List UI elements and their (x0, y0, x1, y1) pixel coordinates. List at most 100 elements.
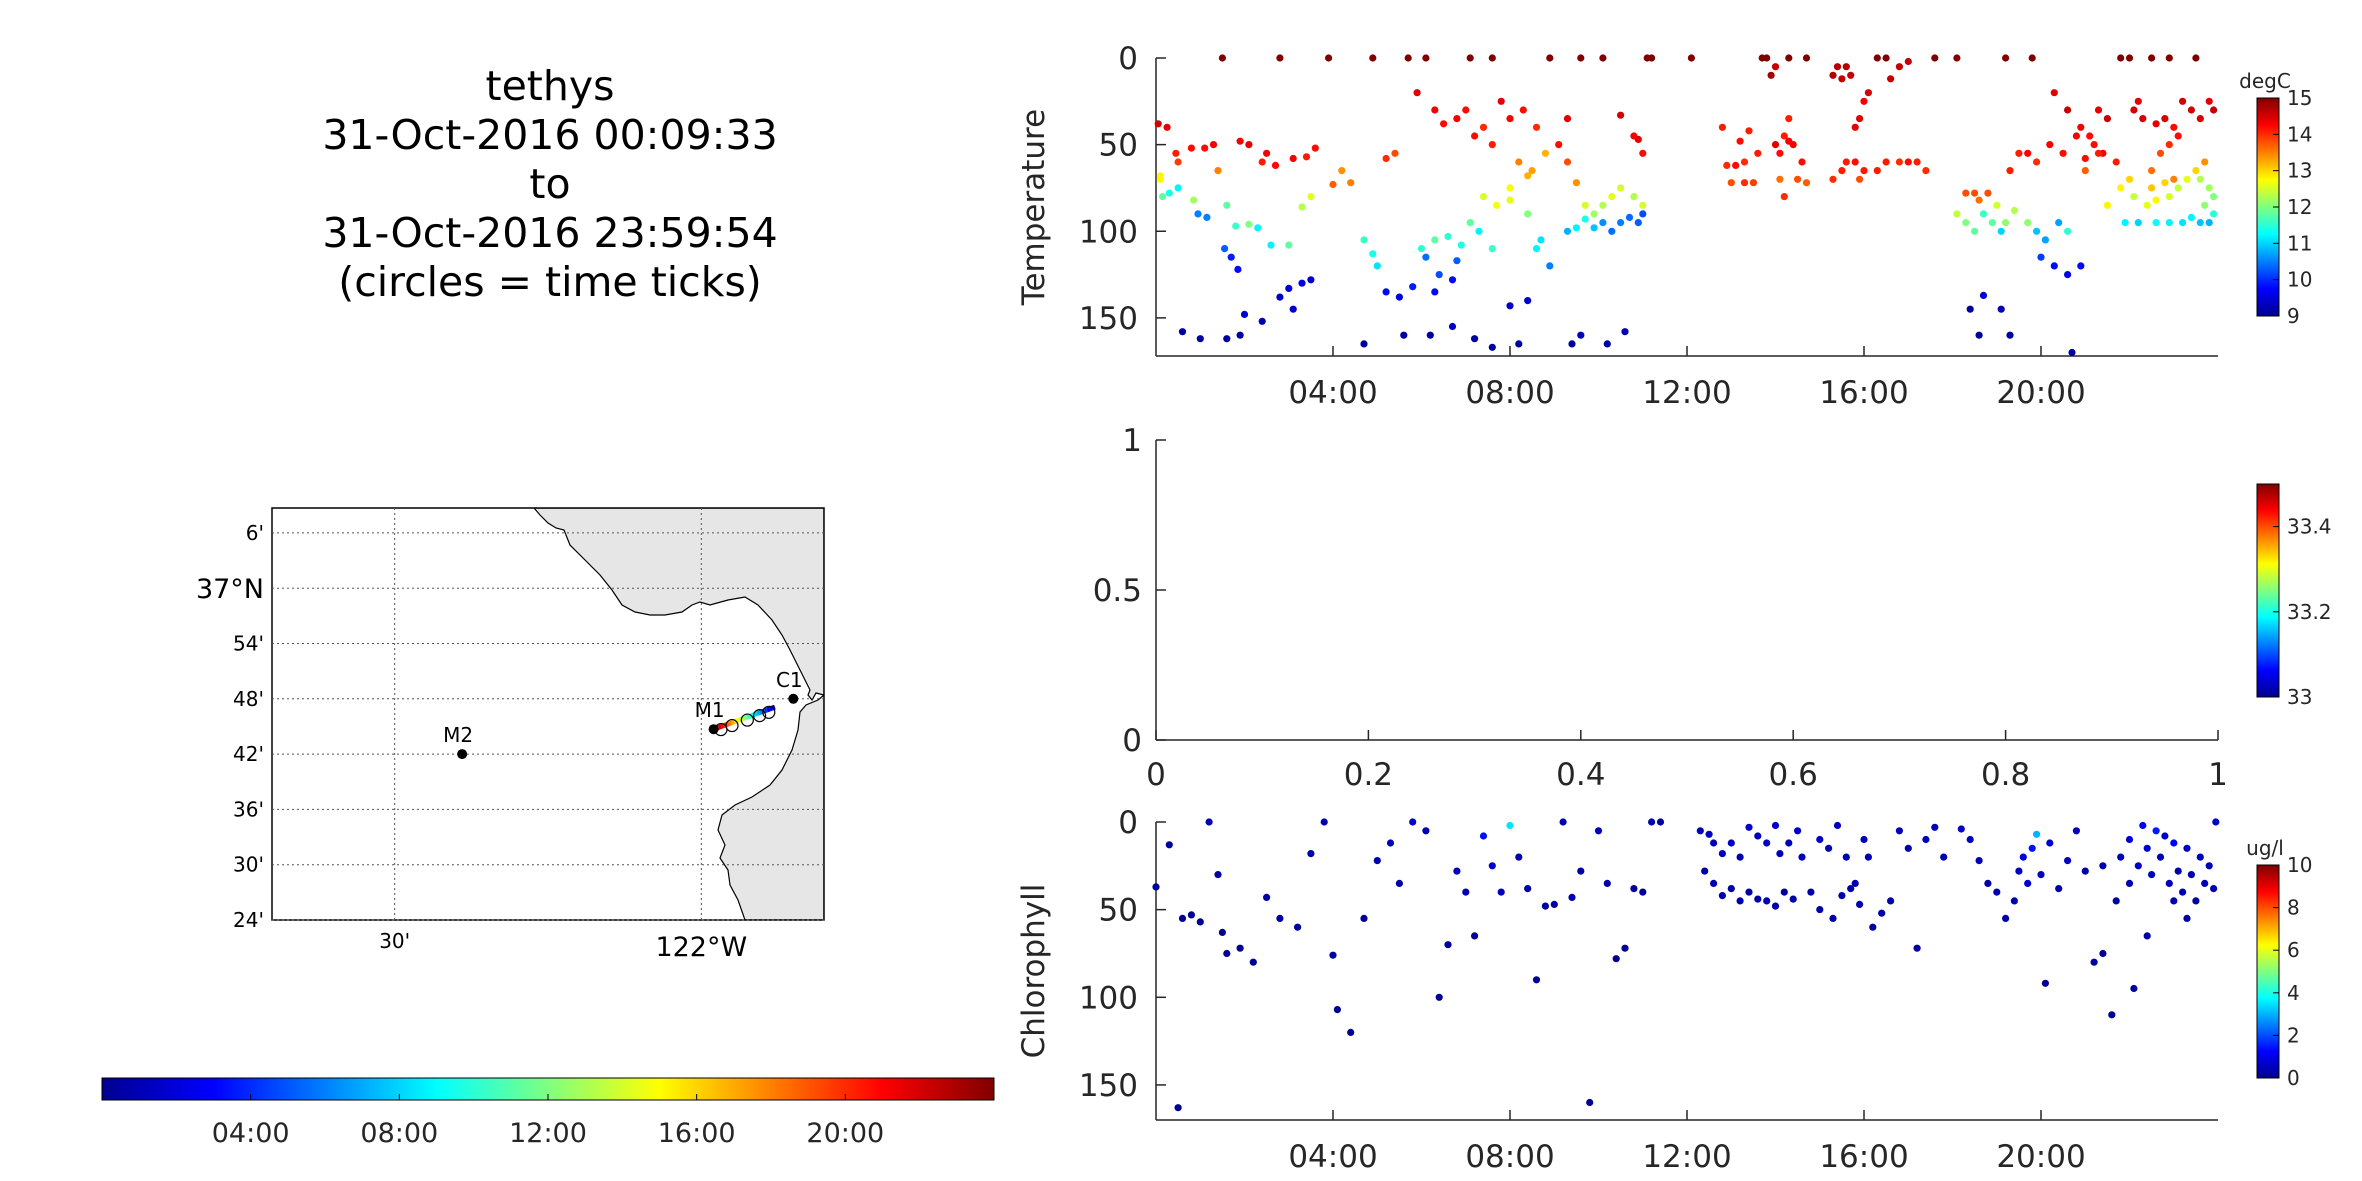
data-point (2037, 253, 2045, 261)
data-point (1745, 127, 1753, 135)
data-point (1307, 850, 1315, 858)
data-point (2179, 888, 2187, 896)
data-point (1448, 276, 1457, 284)
data-point (1165, 189, 1173, 197)
data-point (1214, 167, 1222, 175)
data-point (1856, 175, 1864, 183)
data-point (1325, 54, 1333, 62)
data-point (1577, 331, 1585, 339)
data-point (2130, 984, 2138, 993)
colorbar-tick-label: 14 (2287, 122, 2312, 146)
chlorophyll-colorbar-gradient (2256, 864, 2280, 1079)
x-tick-label: 0.8 (1981, 757, 2030, 793)
data-point (1223, 949, 1231, 958)
data-point (1209, 141, 1218, 149)
data-point (1816, 906, 1824, 914)
data-point (2139, 115, 2147, 123)
data-point (2179, 97, 2187, 105)
data-point (1550, 900, 1558, 909)
data-point (1524, 210, 1532, 218)
data-point (1701, 867, 1709, 875)
data-point (1975, 196, 1983, 204)
data-point (1271, 161, 1280, 169)
data-point (1590, 224, 1598, 232)
data-point (2041, 236, 2049, 244)
data-point (2002, 219, 2010, 227)
y-tick-label: 150 (1079, 1068, 1138, 1104)
data-point (1860, 167, 1868, 175)
data-point (1258, 317, 1266, 325)
data-point (1648, 818, 1656, 826)
data-point (1307, 276, 1315, 284)
data-point (1440, 120, 1448, 128)
data-point (2090, 958, 2098, 966)
data-point (2165, 879, 2173, 888)
data-point (1904, 844, 1912, 852)
data-point (2117, 184, 2125, 192)
data-point (1528, 167, 1536, 175)
data-point (2055, 885, 2063, 893)
data-point (2033, 830, 2041, 838)
title-line-2: 31-Oct-2016 00:09:33 (322, 111, 778, 159)
data-point (1599, 54, 1607, 62)
data-point (2064, 227, 2072, 235)
data-point (1732, 161, 1740, 169)
data-point (1165, 841, 1173, 849)
data-point (1599, 219, 1607, 227)
data-point (1369, 250, 1377, 258)
data-point (1263, 893, 1271, 902)
data-point (1776, 149, 1784, 157)
data-point (1904, 57, 1912, 66)
data-point (2161, 179, 2169, 187)
data-point (1718, 892, 1726, 900)
data-point (1794, 175, 1802, 183)
colorbar-tick-label: 33.2 (2287, 600, 2332, 624)
data-point (1957, 825, 1965, 833)
data-point (2205, 219, 2213, 227)
data-point (1780, 132, 1788, 140)
data-point (1971, 189, 1979, 197)
data-point (1727, 839, 1735, 847)
data-point (1997, 305, 2005, 313)
data-point (1842, 158, 1850, 166)
data-point (2072, 827, 2080, 835)
x-tick-label: 0.2 (1344, 757, 1393, 793)
x-tick-label: 16:00 (1819, 1139, 1908, 1175)
data-point (1794, 827, 1802, 835)
data-point (1232, 222, 1240, 230)
data-point (1559, 818, 1567, 826)
data-point (1156, 172, 1164, 180)
data-point (1329, 180, 1337, 189)
data-point (2010, 206, 2018, 215)
data-point (1267, 241, 1275, 249)
data-point (2081, 167, 2089, 175)
data-point (1608, 227, 1616, 235)
data-point (2179, 219, 2187, 227)
data-point (1696, 827, 1704, 835)
data-point (1594, 827, 1603, 835)
title-line-4: 31-Oct-2016 23:59:54 (322, 209, 778, 257)
x-tick-label: 0.6 (1769, 757, 1818, 793)
data-point (2006, 331, 2014, 339)
data-point (1842, 853, 1850, 861)
data-point (1785, 54, 1793, 62)
data-point (1488, 343, 1496, 351)
data-point (1369, 54, 1377, 62)
data-point (2028, 844, 2036, 852)
data-point (1798, 853, 1806, 861)
salinity-axes: 0 0.2 0.4 0.6 0.8 1 0 0.5 1 (1093, 423, 2228, 793)
data-point (1386, 839, 1395, 847)
colorbar-tick-label: 15 (2287, 86, 2312, 110)
data-point (2050, 89, 2058, 97)
data-point (2117, 853, 2125, 861)
data-point (1172, 149, 1180, 157)
data-point (1152, 883, 1160, 891)
data-point (1873, 167, 1881, 175)
data-point (1771, 902, 1780, 910)
data-point (2156, 149, 2165, 157)
data-point (1479, 193, 1488, 201)
data-point (1488, 141, 1496, 149)
data-point (1382, 154, 1390, 163)
chlorophyll-points (1152, 818, 2220, 1112)
data-point (1488, 862, 1496, 870)
